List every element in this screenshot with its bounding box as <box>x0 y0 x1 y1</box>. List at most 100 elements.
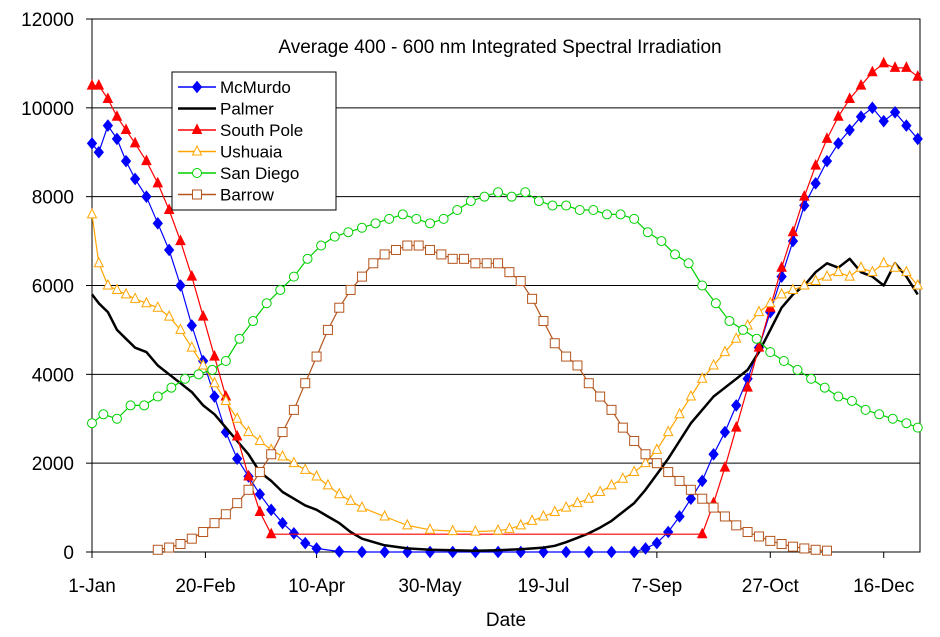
data-point-south-pole <box>102 92 114 103</box>
data-point-south-pole <box>186 269 198 281</box>
data-point-south-pole <box>243 469 254 481</box>
data-point-barrow <box>300 378 311 389</box>
x-tick-label: 20-Feb <box>175 576 235 597</box>
data-point-ushuaia <box>492 524 504 535</box>
data-point-barrow <box>685 484 696 495</box>
data-point-ushuaia <box>515 518 527 530</box>
y-axis-ticks: 0 2000 4000 6000 8000 10000 12000 <box>21 10 92 564</box>
data-point-ushuaia <box>606 478 617 490</box>
data-point-ushuaia <box>685 389 697 401</box>
data-point-mcmurdo <box>277 516 288 530</box>
y-tick-label: 0 <box>63 543 74 564</box>
data-point-san-diego <box>207 364 218 375</box>
data-point-san-diego <box>98 409 109 420</box>
data-point-ushuaia <box>764 296 776 308</box>
data-point-san-diego <box>561 200 572 211</box>
data-point-barrow <box>504 267 515 278</box>
data-point-mcmurdo <box>685 492 697 505</box>
x-tick-label: 19-Jul <box>518 576 570 597</box>
data-point-ushuaia <box>583 492 595 503</box>
legend-label-san-diego: San Diego <box>220 164 299 183</box>
legend-marker-mcmurdo <box>191 80 203 94</box>
data-point-san-diego <box>248 316 259 327</box>
data-point-san-diego <box>547 200 558 211</box>
data-point-ushuaia <box>86 207 98 219</box>
legend-marker-south-pole <box>191 123 203 134</box>
data-point-san-diego <box>615 209 626 220</box>
data-point-barrow <box>595 391 606 402</box>
data-point-ushuaia <box>719 345 731 357</box>
data-point-south-pole <box>833 110 844 121</box>
data-point-ushuaia <box>628 465 640 477</box>
data-point-barrow <box>390 244 401 255</box>
data-point-south-pole <box>152 176 164 188</box>
series-ushuaia <box>86 207 924 536</box>
data-point-san-diego <box>193 369 204 380</box>
data-point-ushuaia <box>912 278 924 290</box>
data-point-south-pole <box>810 158 821 170</box>
data-point-south-pole <box>111 110 123 121</box>
data-point-ushuaia <box>141 296 152 308</box>
data-point-mcmurdo <box>152 217 163 230</box>
legend-marker-ushuaia <box>191 144 203 156</box>
data-point-ushuaia <box>243 425 254 437</box>
data-point-barrow <box>765 535 776 546</box>
data-point-ushuaia <box>186 341 198 352</box>
data-point-ushuaia <box>111 283 123 294</box>
data-point-barrow <box>606 404 617 415</box>
data-point-san-diego <box>765 347 776 358</box>
data-point-barrow <box>175 539 186 550</box>
data-point-barrow <box>322 324 333 335</box>
x-tick-label: 10-Apr <box>288 576 346 597</box>
data-point-ushuaia <box>120 287 132 299</box>
data-point-mcmurdo <box>209 390 220 403</box>
data-point-mcmurdo <box>300 536 311 550</box>
data-point-barrow <box>731 520 742 531</box>
data-point-south-pole <box>719 460 731 472</box>
data-point-mcmurdo <box>111 132 123 146</box>
data-point-mcmurdo <box>878 114 889 128</box>
data-point-ushuaia <box>424 523 436 534</box>
data-point-san-diego <box>343 227 354 238</box>
data-point-mcmurdo <box>674 510 685 523</box>
data-point-san-diego <box>87 418 97 429</box>
data-point-south-pole <box>86 79 98 90</box>
data-point-south-pole <box>844 92 855 103</box>
data-point-south-pole <box>696 527 708 539</box>
data-point-ushuaia <box>617 472 629 483</box>
data-point-barrow <box>561 351 572 362</box>
data-point-south-pole <box>730 421 742 432</box>
data-point-san-diego <box>887 413 898 424</box>
data-point-san-diego <box>683 258 694 269</box>
data-point-ushuaia <box>867 265 878 277</box>
data-point-ushuaia <box>708 358 719 370</box>
data-point-mcmurdo <box>266 503 277 517</box>
data-point-san-diego <box>629 213 640 224</box>
data-point-mcmurdo <box>102 119 114 132</box>
data-point-barrow <box>708 502 719 513</box>
data-point-barrow <box>379 249 390 260</box>
data-point-ushuaia <box>129 292 141 303</box>
y-tick-label: 2000 <box>32 454 74 475</box>
data-point-ushuaia <box>470 524 481 536</box>
data-point-south-pole <box>878 56 890 68</box>
data-point-barrow <box>425 244 436 255</box>
data-point-mcmurdo <box>708 447 719 461</box>
data-point-mcmurdo <box>833 137 844 150</box>
data-point-barrow <box>663 467 674 478</box>
data-point-san-diego <box>329 231 340 242</box>
data-point-barrow <box>719 511 730 522</box>
legend-label-barrow: Barrow <box>220 186 275 205</box>
data-point-san-diego <box>656 236 667 247</box>
data-point-barrow <box>493 258 504 269</box>
data-point-ushuaia <box>152 301 164 312</box>
data-point-ushuaia <box>254 434 266 445</box>
data-point-ushuaia <box>560 500 572 512</box>
data-point-ushuaia <box>102 278 114 290</box>
data-point-ushuaia <box>538 509 549 521</box>
data-point-ushuaia <box>345 494 356 505</box>
data-point-san-diego <box>288 271 299 282</box>
data-point-san-diego <box>125 400 136 411</box>
data-point-ushuaia <box>163 309 175 321</box>
x-tick-label: 16-Dec <box>853 576 914 597</box>
